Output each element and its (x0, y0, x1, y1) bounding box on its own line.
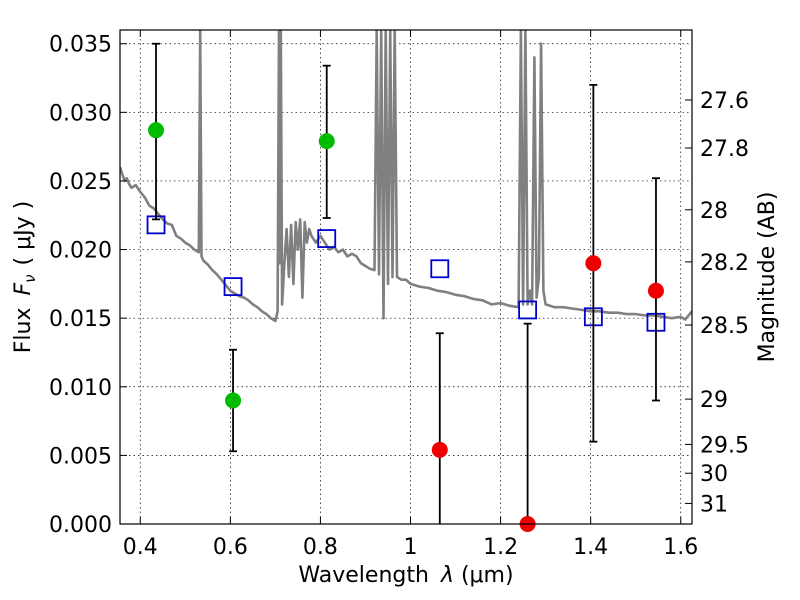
x-tick-label: 0.6 (213, 535, 248, 560)
x-tick-label: 0.4 (123, 535, 158, 560)
x-tick-label: 1.6 (663, 535, 698, 560)
non-detection-point (431, 441, 448, 458)
markers-layer (146, 42, 666, 532)
model-photometry-square (430, 259, 450, 279)
y2-tick-label: 29.5 (700, 433, 749, 458)
y-tick-label: 0.000 (49, 513, 112, 538)
plot-area (120, 30, 692, 323)
spectrum-line (120, 30, 692, 323)
detection-point (225, 392, 242, 409)
y-tick-label: 0.015 (49, 307, 112, 332)
x-axis-label: Wavelength λ (μm) (298, 563, 513, 588)
x-tick-label: 0.8 (303, 535, 338, 560)
non-detection-point (585, 255, 602, 272)
y2-tick-label: 30 (700, 462, 728, 487)
model-photometry-square (518, 300, 538, 320)
plot-frame (119, 29, 693, 525)
model-photometry-square (223, 277, 243, 297)
model-photometry-square (317, 229, 337, 248)
y2-tick-label: 28.2 (700, 251, 749, 276)
y2-tick-label: 28.5 (700, 314, 749, 339)
y2-tick-label: 29 (700, 388, 728, 413)
axes: 0.4 0.6 0.8 1 1.2 1.4 1.6 0.000 0.005 0.010 0.015 0… (49, 30, 749, 560)
y2-axis-label: Magnitude (AB) (755, 192, 780, 363)
y-tick-label: 0.010 (49, 376, 112, 401)
y-tick-label: 0.025 (49, 170, 112, 195)
detection-point (318, 133, 335, 150)
y-tick-label: 0.030 (49, 101, 112, 126)
y2-tick-label: 27.8 (700, 137, 749, 162)
x-tick-label: 1 (404, 535, 418, 560)
y-tick-label: 0.020 (49, 239, 112, 264)
y-axis-label: FluxFν( μJy ) (11, 201, 39, 353)
y-tick-label: 0.005 (49, 444, 112, 469)
y2-tick-label: 28 (700, 199, 728, 224)
y-tick-label: 0.035 (49, 33, 112, 58)
x-tick-label: 1.2 (483, 535, 518, 560)
y2-tick-label: 27.6 (700, 89, 749, 114)
y2-tick-label: 31 (700, 492, 728, 517)
non-detection-point (647, 282, 664, 299)
x-tick-label: 1.4 (573, 535, 608, 560)
detection-point (148, 122, 165, 139)
